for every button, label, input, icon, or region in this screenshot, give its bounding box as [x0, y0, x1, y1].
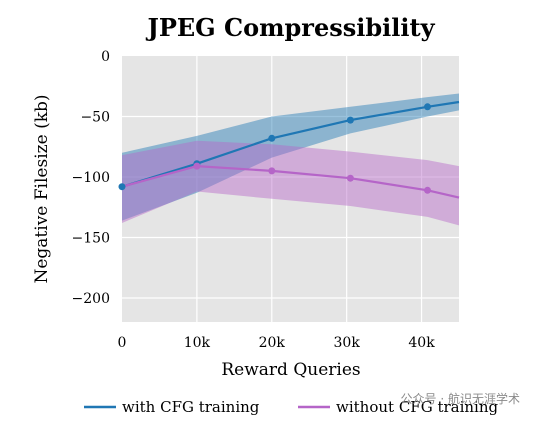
y-tick-labels: 0 −50 −100 −150 −200	[72, 49, 110, 307]
grid	[122, 56, 459, 322]
marker-without-cfg	[346, 174, 354, 182]
x-tick-label: 40k	[408, 335, 435, 351]
y-tick-label: −100	[72, 170, 110, 186]
marker-with-cfg	[268, 134, 276, 142]
x-tick-label: 0	[118, 335, 127, 351]
y-tick-label: −50	[80, 110, 110, 126]
line-with-cfg	[121, 100, 460, 188]
confidence-bands	[122, 93, 459, 226]
marker-with-cfg	[118, 183, 126, 191]
chart-title: JPEG Compressibility	[145, 13, 435, 42]
legend: with CFG training without CFG training	[84, 398, 499, 416]
marker-with-cfg	[346, 116, 354, 124]
series-markers	[118, 103, 431, 194]
marker-without-cfg	[268, 167, 276, 175]
marker-without-cfg	[193, 162, 201, 170]
band-with-cfg	[122, 93, 459, 221]
legend-label-with-cfg: with CFG training	[122, 398, 260, 416]
marker-with-cfg	[424, 103, 431, 111]
x-tick-label: 10k	[184, 335, 211, 351]
y-axis-label: Negative Filesize (kb)	[32, 94, 52, 283]
band-without-cfg	[122, 140, 459, 226]
series-lines	[121, 100, 460, 199]
x-tick-label: 30k	[334, 335, 361, 351]
y-tick-label: 0	[101, 49, 110, 65]
line-without-cfg	[121, 165, 460, 199]
x-tick-labels: 0 10k 20k 30k 40k	[118, 335, 436, 351]
legend-label-without-cfg: without CFG training	[336, 398, 499, 416]
y-tick-label: −200	[72, 291, 110, 307]
y-tick-label: −150	[72, 231, 110, 247]
x-tick-label: 20k	[259, 335, 286, 351]
watermark: 公众号 · 航识无涯学术	[401, 391, 520, 406]
marker-without-cfg	[424, 186, 431, 194]
x-axis-label: Reward Queries	[221, 360, 360, 380]
plot-area	[122, 56, 459, 322]
